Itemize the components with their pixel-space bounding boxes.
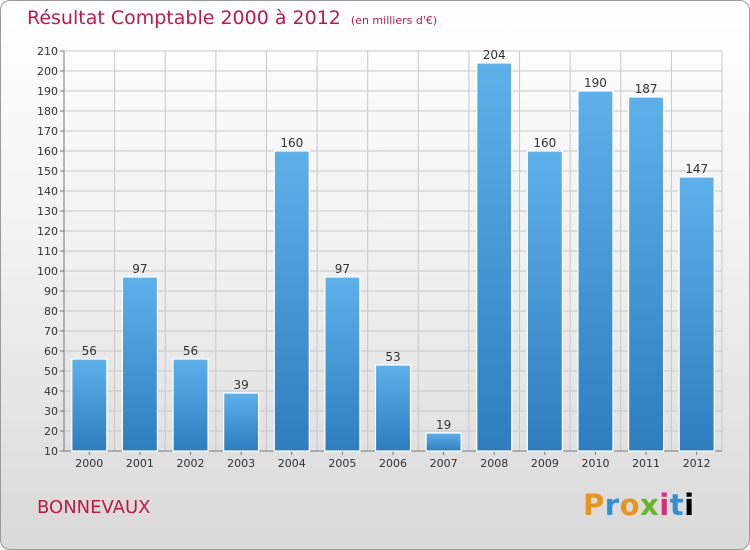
- y-tick-label: 130: [37, 205, 58, 218]
- value-label-2005: 97: [335, 262, 350, 276]
- value-label-2011: 187: [635, 82, 658, 96]
- y-tick-label: 120: [37, 225, 58, 238]
- value-label-2007: 19: [436, 418, 451, 432]
- y-tick-label: 20: [44, 425, 58, 438]
- chart-title: Résultat Comptable 2000 à 2012 (en millie…: [27, 7, 437, 29]
- y-tick-label: 30: [44, 405, 58, 418]
- y-tick-label: 140: [37, 185, 58, 198]
- y-tick-label: 40: [44, 385, 58, 398]
- value-label-2004: 160: [280, 136, 303, 150]
- labels: 10 20 30 40 50 60 70 80 90 100 110 120 130 140 150 160 1…: [37, 45, 711, 470]
- bar-2000: [71, 358, 108, 452]
- y-tick-label: 150: [37, 165, 58, 178]
- bar-2012: [678, 176, 715, 452]
- value-label-2009: 160: [533, 136, 556, 150]
- bar-2011: [627, 96, 665, 452]
- x-tick-label-2008: 2008: [480, 457, 508, 470]
- x-tick-label-2005: 2005: [328, 457, 356, 470]
- y-tick-label: 170: [37, 125, 58, 138]
- bar-2008: [476, 62, 513, 452]
- x-tick-label-2006: 2006: [379, 457, 407, 470]
- y-tick-label: 210: [37, 45, 58, 58]
- value-label-2008: 204: [483, 48, 506, 62]
- y-tick-label: 10: [44, 445, 58, 458]
- bar-2004: [273, 150, 310, 452]
- value-label-2012: 147: [685, 162, 708, 176]
- chart-title-main: Résultat Comptable 2000 à 2012: [27, 7, 341, 29]
- y-tick-label: 110: [37, 245, 58, 258]
- value-label-2003: 39: [234, 378, 249, 392]
- value-label-2002: 56: [183, 344, 198, 358]
- x-tick-label-2009: 2009: [531, 457, 559, 470]
- x-tick-label-2002: 2002: [177, 457, 205, 470]
- x-tick-label-2012: 2012: [683, 457, 711, 470]
- bar-2003: [223, 392, 260, 452]
- x-tick-label-2003: 2003: [227, 457, 255, 470]
- bar-2005: [324, 276, 361, 452]
- y-tick-label: 80: [44, 305, 58, 318]
- bar-2009: [526, 150, 563, 452]
- value-label-2001: 97: [132, 262, 147, 276]
- y-tick-label: 190: [37, 85, 58, 98]
- value-label-2006: 53: [385, 350, 400, 364]
- y-tick-label: 90: [44, 285, 58, 298]
- y-tick-label: 200: [37, 65, 58, 78]
- value-label-2010: 190: [584, 76, 607, 90]
- bar-2007: [425, 432, 462, 452]
- chart-title-unit: (en milliers d'€): [350, 14, 438, 27]
- y-tick-label: 60: [44, 345, 58, 358]
- bar-2002: [172, 358, 209, 452]
- value-label-2000: 56: [82, 344, 97, 358]
- proxiti-logo: Proxiti: [583, 488, 695, 522]
- x-tick-label-2011: 2011: [632, 457, 660, 470]
- x-tick-label-2004: 2004: [278, 457, 306, 470]
- y-tick-label: 70: [44, 325, 58, 338]
- bar-2001: [121, 276, 159, 452]
- bars: [71, 62, 715, 452]
- y-tick-label: 100: [37, 265, 58, 278]
- y-tick-label: 160: [37, 145, 58, 158]
- x-tick-label-2000: 2000: [75, 457, 103, 470]
- bar-2010: [577, 90, 614, 452]
- bar-2006: [374, 364, 412, 452]
- place-name: BONNEVAUX: [37, 497, 151, 518]
- x-tick-label-2007: 2007: [430, 457, 458, 470]
- y-tick-label: 180: [37, 105, 58, 118]
- x-tick-label-2001: 2001: [126, 457, 154, 470]
- y-tick-label: 50: [44, 365, 58, 378]
- x-tick-label-2010: 2010: [581, 457, 609, 470]
